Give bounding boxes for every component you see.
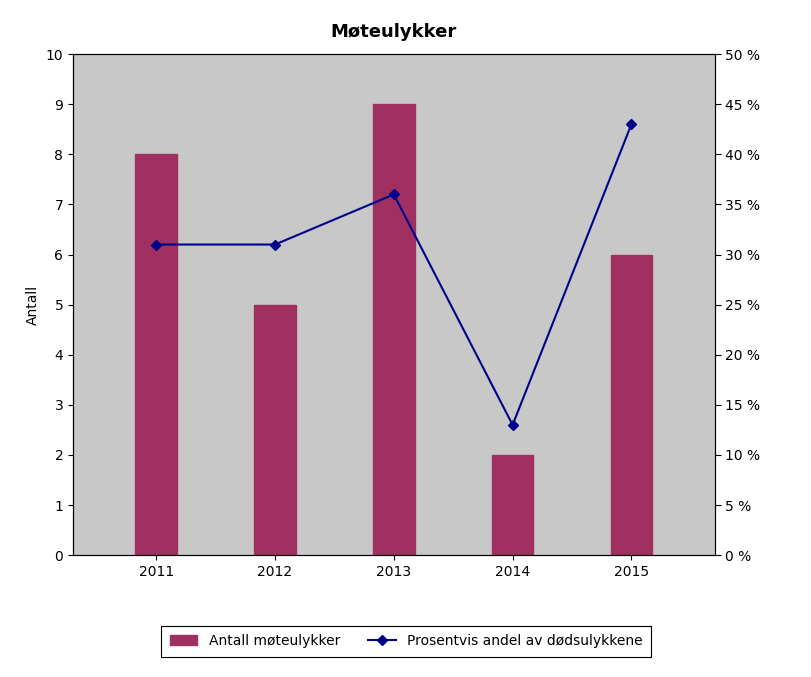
Bar — [610, 255, 651, 555]
Bar — [491, 455, 533, 555]
Y-axis label: Antall: Antall — [26, 284, 40, 325]
Title: Møteulykker: Møteulykker — [330, 24, 457, 41]
Bar — [372, 104, 414, 555]
Bar — [254, 305, 295, 555]
Legend: Antall møteulykker, Prosentvis andel av dødsulykkene: Antall møteulykker, Prosentvis andel av … — [161, 626, 650, 657]
Bar — [135, 154, 177, 555]
